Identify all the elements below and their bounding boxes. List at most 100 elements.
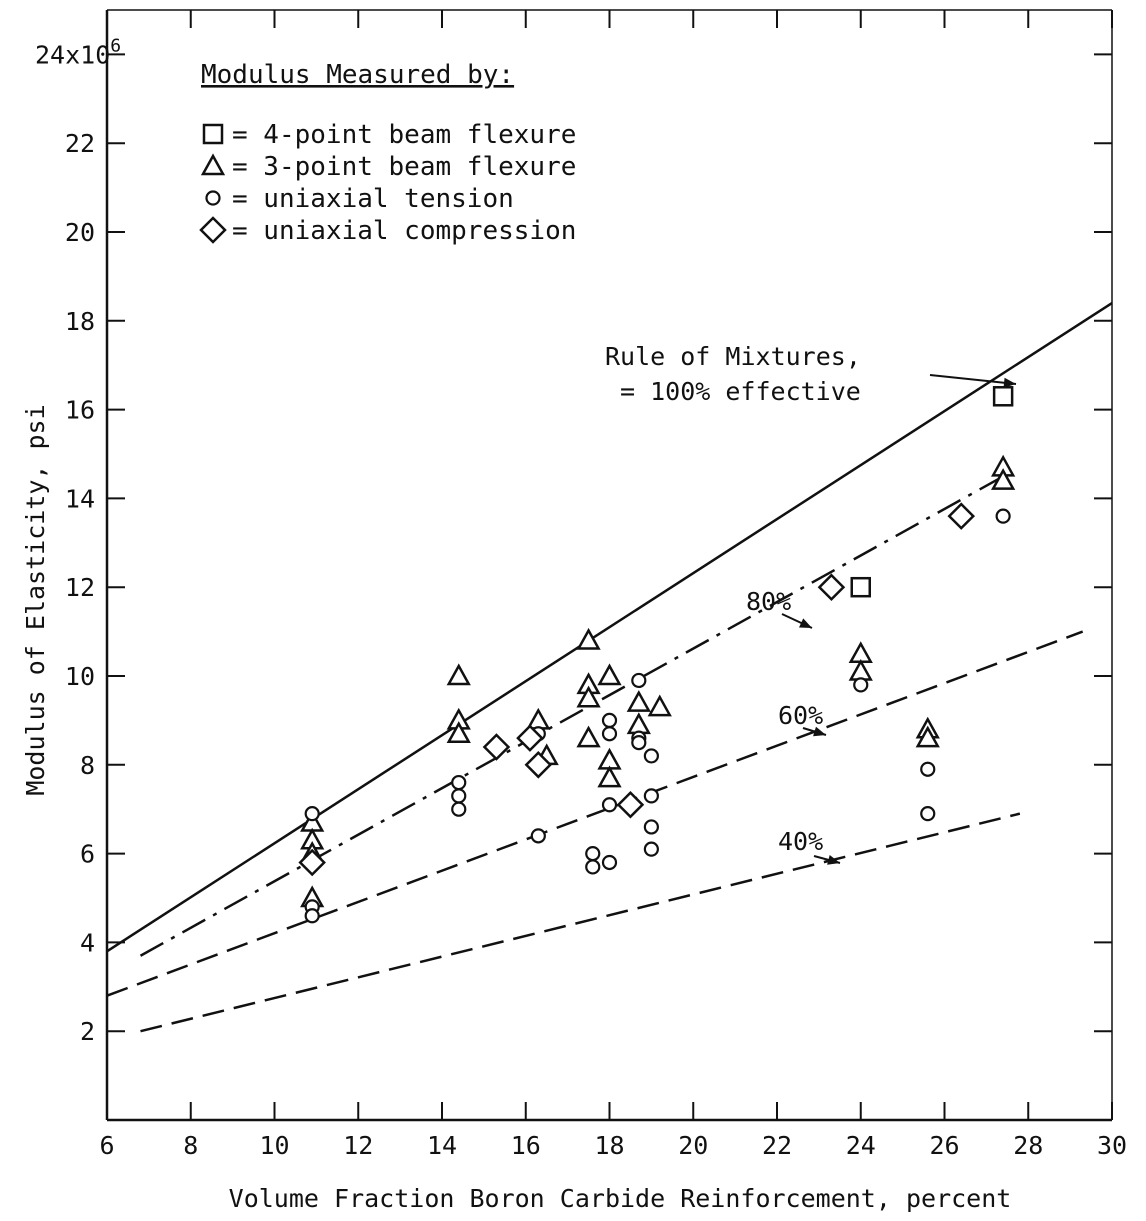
circle-marker — [643, 819, 659, 835]
triangle-marker — [848, 658, 873, 681]
x-tick-label: 28 — [1013, 1131, 1043, 1160]
square-marker — [850, 576, 871, 598]
diamond-marker — [524, 751, 553, 779]
y-tick-label: 16 — [65, 396, 95, 425]
triangle-marker — [597, 663, 622, 686]
annotation-arrow — [929, 374, 1017, 385]
rule-of-mixtures-line — [106, 301, 1113, 953]
y-tick-label: 10 — [65, 662, 95, 691]
triangle-marker — [647, 694, 672, 717]
circle-marker — [853, 677, 869, 693]
diamond-marker — [516, 724, 544, 752]
y-tick-label: 22 — [65, 129, 95, 158]
sixty-percent-line — [106, 630, 1084, 997]
circle-marker — [643, 748, 659, 764]
rule-of-mixtures-label-line1: Rule of Mixtures, — [605, 342, 861, 371]
x-tick-label: 22 — [762, 1131, 792, 1160]
x-tick-label: 30 — [1097, 1131, 1127, 1160]
circle-marker — [643, 788, 659, 804]
legend-diamond-icon — [199, 216, 227, 244]
data-markers — [298, 386, 1016, 924]
triangle-marker — [446, 663, 471, 686]
circle-marker — [585, 859, 601, 875]
legend-entry-label: = 4-point beam flexure — [232, 120, 576, 150]
y-tick-label: 6 — [80, 840, 95, 869]
legend-title: Modulus Measured by: — [201, 60, 514, 90]
sixty-percent-label: 60% — [778, 701, 823, 730]
annotation-arrowhead — [1003, 377, 1016, 388]
annotation-arrowhead — [813, 726, 826, 737]
x-axis-ticks: 6 8 10 12 14 16 18 20 22 24 26 28 30 — [99, 10, 1127, 1160]
rule-of-mixtures-label-line2: = 100% effective — [620, 377, 861, 406]
x-tick-label: 10 — [259, 1131, 289, 1160]
eighty-percent-line — [139, 470, 1013, 957]
triangle-marker — [446, 721, 471, 743]
circle-marker — [601, 726, 618, 742]
triangle-marker — [576, 627, 601, 650]
y-axis-ticks: 2 4 6 8 10 12 14 16 18 20 22 24x106 — [35, 35, 1112, 1046]
circle-marker — [451, 801, 467, 817]
forty-percent-label: 40% — [778, 827, 823, 856]
legend-entry-label: = 3-point beam flexure — [232, 152, 576, 182]
circle-marker — [451, 788, 467, 804]
triangle-marker — [597, 765, 622, 788]
y-axis-title: Modulus of Elasticity, psi — [21, 404, 50, 795]
y-tick-label: 14 — [65, 484, 95, 513]
annotation-arrowhead — [827, 855, 840, 865]
circle-marker — [995, 508, 1011, 524]
reference-lines — [106, 301, 1113, 1033]
legend-triangle-icon — [200, 153, 226, 176]
y-tick-label: 12 — [65, 573, 95, 602]
x-tick-label: 24 — [846, 1131, 876, 1160]
diamond-marker — [817, 573, 846, 601]
x-tick-label: 26 — [929, 1131, 959, 1160]
circle-marker — [631, 672, 647, 689]
circle-marker — [601, 712, 618, 729]
circle-marker — [643, 841, 659, 857]
triangle-marker — [915, 725, 940, 748]
circle-marker — [601, 797, 618, 813]
diamond-marker — [947, 502, 976, 530]
circle-marker — [631, 734, 647, 751]
legend-circle-icon — [205, 190, 221, 206]
x-axis-title: Volume Fraction Boron Carbide Reinforcem… — [229, 1184, 1012, 1213]
square-marker — [992, 386, 1014, 407]
circle-marker — [304, 908, 320, 924]
circle-marker — [304, 806, 320, 822]
annotation-arrowhead — [799, 618, 812, 628]
legend-entry-label: = uniaxial compression — [232, 216, 576, 246]
x-tick-label: 16 — [511, 1131, 541, 1160]
y-tick-label: 18 — [65, 307, 95, 336]
circle-marker — [530, 828, 546, 844]
triangle-marker — [626, 690, 651, 712]
triangle-marker — [991, 468, 1016, 490]
circle-marker — [585, 845, 601, 862]
triangle-marker — [526, 707, 551, 730]
annotations: Rule of Mixtures, = 100% effective 80% 6… — [605, 342, 1017, 865]
annotation-arrows — [781, 374, 1017, 865]
x-tick-label: 6 — [99, 1131, 114, 1160]
x-tick-label: 8 — [183, 1131, 198, 1160]
triangle-marker — [576, 685, 601, 708]
diamond-marker — [482, 733, 511, 761]
x-tick-label: 18 — [594, 1131, 624, 1160]
x-tick-label: 14 — [427, 1131, 457, 1160]
circle-marker — [920, 806, 936, 822]
y-tick-label: 24x106 — [35, 35, 121, 69]
legend-square-icon — [202, 123, 224, 145]
legend: Modulus Measured by: = 4-point beam flex… — [199, 60, 576, 246]
eighty-percent-label: 80% — [746, 587, 791, 616]
y-tick-label: 4 — [80, 928, 95, 957]
triangle-marker — [576, 725, 601, 748]
diamond-marker — [616, 790, 645, 819]
x-tick-label: 12 — [343, 1131, 373, 1160]
y-tick-label: 8 — [80, 751, 95, 780]
legend-entries: = 4-point beam flexure= 3-point beam fle… — [199, 120, 576, 246]
circle-marker — [601, 854, 618, 871]
triangle-marker — [626, 712, 651, 735]
circle-marker — [451, 774, 467, 791]
legend-entry-label: = uniaxial tension — [232, 184, 514, 214]
circle-marker — [920, 761, 936, 777]
forty-percent-line — [140, 812, 1021, 1033]
